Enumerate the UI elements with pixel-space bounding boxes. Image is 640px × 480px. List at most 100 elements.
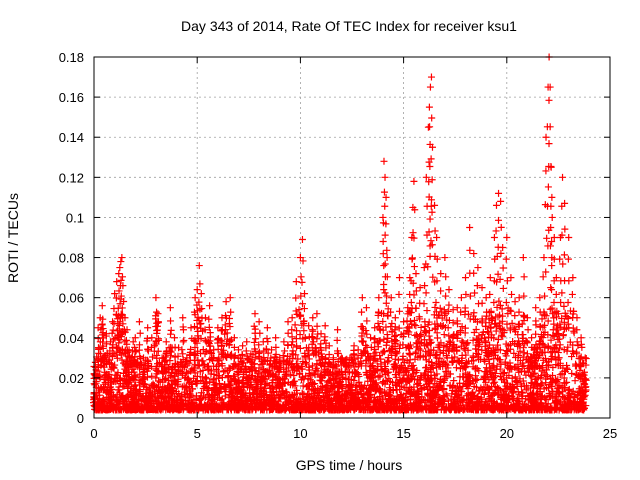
data-point [528, 334, 536, 342]
data-point-spike [371, 345, 379, 353]
data-point-spike [94, 356, 102, 364]
data-point-spike [105, 393, 113, 401]
data-point-spike [412, 287, 420, 295]
data-point-spike [337, 361, 345, 369]
data-point-band [318, 382, 326, 390]
data-point-band [177, 392, 185, 400]
data-point-spike [508, 290, 516, 298]
data-point-spike [247, 381, 255, 389]
data-point-spike [298, 278, 306, 286]
data-point-spike [201, 362, 209, 370]
data-point [243, 338, 251, 346]
data-point-band [485, 376, 493, 384]
data-point-spike [108, 329, 116, 337]
data-point-spike [578, 343, 586, 351]
data-point-spike [184, 375, 192, 383]
data-point-spike [502, 255, 510, 263]
data-point-band [513, 376, 521, 384]
data-point-band [426, 378, 434, 386]
data-point-spike [461, 324, 469, 332]
data-point-band [380, 335, 388, 343]
data-point-band [511, 373, 519, 381]
data-point-spike [136, 364, 144, 372]
data-point [187, 324, 195, 332]
data-point-band [405, 349, 413, 357]
data-point-band [370, 398, 378, 406]
data-point-band [107, 402, 115, 410]
data-point-spike [129, 347, 137, 355]
data-point [511, 298, 519, 306]
data-point-band [351, 401, 359, 409]
data-point-spike [422, 289, 430, 297]
data-point-band [244, 383, 252, 391]
data-point-band [164, 382, 172, 390]
data-point-spike [162, 374, 170, 382]
data-point-spike [125, 379, 133, 387]
data-point-spike [449, 332, 457, 340]
data-point-band [531, 378, 539, 386]
data-point-spike [478, 315, 486, 323]
data-point-spike [515, 337, 523, 345]
data-point [191, 294, 199, 302]
data-point-band [552, 392, 560, 400]
data-point-band [338, 367, 346, 375]
data-point [425, 103, 433, 111]
data-point-spike [437, 339, 445, 347]
data-point-spike [371, 367, 379, 375]
data-point-spike [153, 308, 161, 316]
data-point-spike [546, 123, 554, 131]
data-point-band [538, 393, 546, 401]
data-point-spike [362, 357, 370, 365]
data-point-spike [115, 339, 123, 347]
data-point-band [569, 347, 577, 355]
data-point-spike [412, 339, 420, 347]
data-point-band [379, 318, 387, 326]
data-point-band [485, 319, 493, 327]
data-point [259, 338, 267, 346]
data-point-band [308, 395, 316, 403]
data-point [284, 318, 292, 326]
data-point [383, 254, 391, 262]
data-point-band [459, 382, 467, 390]
data-point-spike [387, 308, 395, 316]
data-point-spike [226, 351, 234, 359]
data-point-band [406, 395, 414, 403]
data-point [111, 290, 119, 298]
data-point-spike [552, 341, 560, 349]
data-point-band [494, 345, 502, 353]
data-point-spike [321, 355, 329, 363]
data-point-spike [350, 350, 358, 358]
data-point-band [178, 402, 186, 410]
data-point-band [489, 391, 497, 399]
data-point-spike [131, 363, 139, 371]
data-point [581, 354, 589, 362]
data-point-band [269, 406, 277, 414]
data-point-band [502, 347, 510, 355]
data-point-spike [280, 374, 288, 382]
data-point [569, 274, 577, 282]
data-point-band [225, 380, 233, 388]
data-point-spike [550, 298, 558, 306]
data-point-band [466, 405, 474, 413]
data-point-band [205, 323, 213, 331]
data-point-spike [511, 340, 519, 348]
data-point-spike [230, 353, 238, 361]
data-point-spike [473, 336, 481, 344]
data-point-spike [473, 318, 481, 326]
data-point-spike [427, 196, 435, 204]
data-point-spike [271, 353, 279, 361]
data-point-spike [411, 206, 419, 214]
data-point-band [562, 401, 570, 409]
data-point-band [447, 406, 455, 414]
data-point [547, 163, 555, 171]
data-point-spike [407, 298, 415, 306]
data-point-band [556, 382, 564, 390]
data-point-spike [581, 375, 589, 383]
data-point-band [292, 307, 300, 315]
data-point-band [289, 379, 297, 387]
data-point-spike [482, 323, 490, 331]
data-point-spike [441, 311, 449, 319]
data-point-spike [186, 367, 194, 375]
data-point-spike [416, 315, 424, 323]
data-point-spike [432, 298, 440, 306]
